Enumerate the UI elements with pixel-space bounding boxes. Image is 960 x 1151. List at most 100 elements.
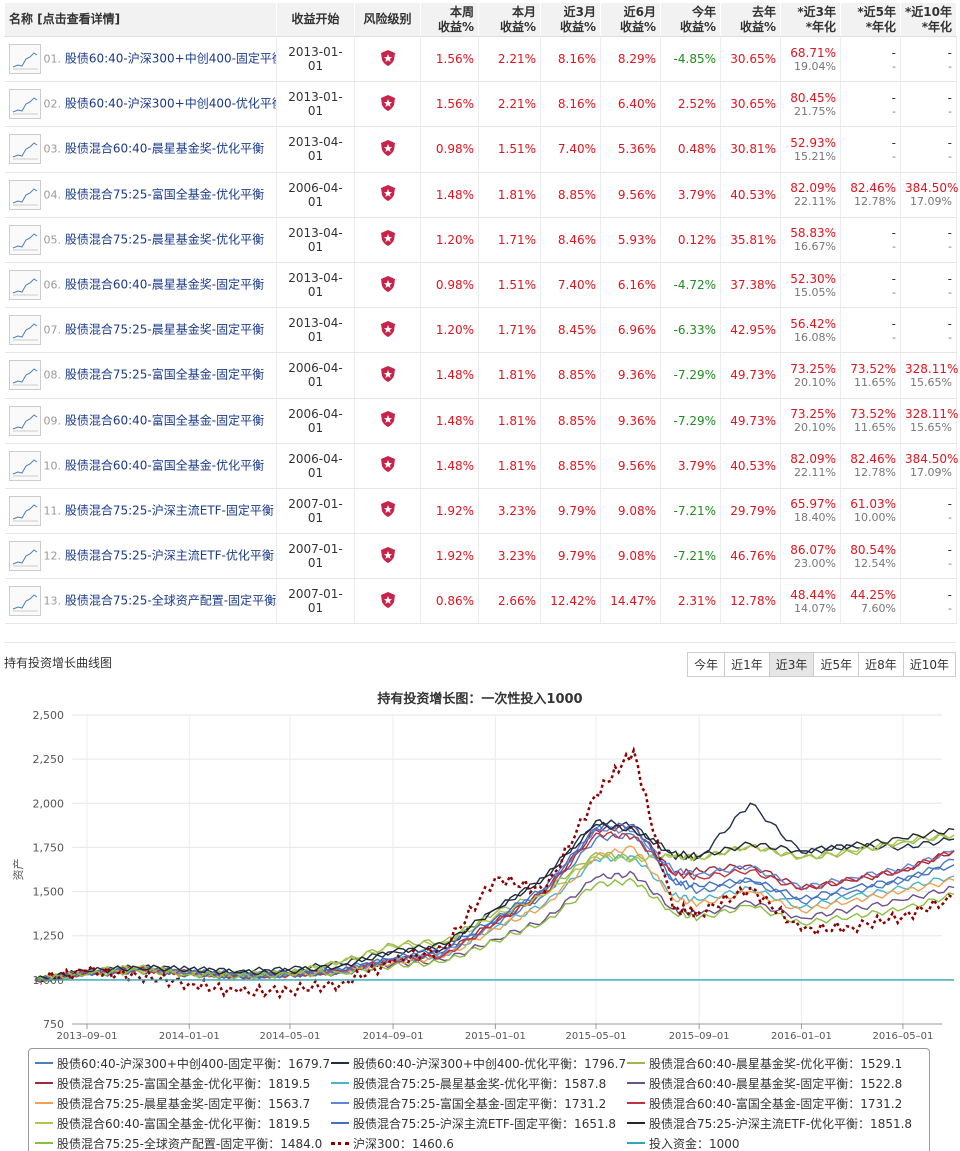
fund-name-link[interactable]: 股债混合60:40-富国全基金-固定平衡 <box>64 413 265 428</box>
col-5y-header[interactable]: *近5年 *年化 <box>840 2 901 37</box>
table-row[interactable]: 03. 股债混合60:40-晨星基金奖-优化平衡 2013-04-01 0.98% 1… <box>4 126 957 173</box>
fund-name-link[interactable]: 股债混合60:40-晨星基金奖-固定平衡 <box>64 277 265 292</box>
thumbnail-chart-icon[interactable] <box>8 541 41 572</box>
return-y5-annualized: - <box>892 285 896 299</box>
return-ytd-cell: -7.21% <box>660 533 721 580</box>
fund-name-cell[interactable]: 11. 股债混合75:25-沪深主流ETF-固定平衡 <box>4 488 277 535</box>
legend-item[interactable]: 股债混合60:40-富国全基金-固定平衡：1731.2 <box>627 1093 923 1113</box>
thumbnail-chart-icon[interactable] <box>8 405 41 436</box>
thumbnail-chart-icon[interactable] <box>8 586 41 617</box>
thumbnail-chart-icon[interactable] <box>8 315 41 346</box>
col-month-header[interactable]: 本月 收益% <box>478 2 541 37</box>
fund-name-cell[interactable]: 08. 股债混合75:25-富国全基金-固定平衡 <box>4 352 277 399</box>
fund-name-link[interactable]: 股债混合60:40-富国全基金-优化平衡 <box>64 458 265 473</box>
fund-name-cell[interactable]: 06. 股债混合60:40-晨星基金奖-固定平衡 <box>4 262 277 309</box>
start-date-cell: 2013-04-01 <box>276 262 355 309</box>
return-m6-cell: 5.93% <box>600 217 661 263</box>
legend-item[interactable]: 沪深300：1460.6 <box>331 1133 627 1151</box>
fund-name-cell[interactable]: 05. 股债混合75:25-晨星基金奖-优化平衡 <box>4 217 277 263</box>
legend-swatch <box>35 1062 53 1064</box>
return-y3-cell: 82.09% 22.11% <box>780 443 841 489</box>
table-row[interactable]: 01. 股债60:40-沪深300+中创400-固定平衡 2013-01-01 1.… <box>4 36 957 83</box>
fund-name-cell[interactable]: 09. 股债混合60:40-富国全基金-固定平衡 <box>4 398 277 444</box>
return-y3-cell: 82.09% 22.11% <box>780 172 841 218</box>
legend-item[interactable]: 股债混合75:25-晨星基金奖-优化平衡：1587.8 <box>331 1073 627 1093</box>
table-row[interactable]: 10. 股债混合60:40-富国全基金-优化平衡 2006-04-01 1.48% 1… <box>4 443 958 489</box>
fund-name-link[interactable]: 股债混合60:40-晨星基金奖-优化平衡 <box>64 141 265 156</box>
range-button[interactable]: 近1年 <box>724 652 770 677</box>
thumbnail-chart-icon[interactable] <box>8 134 41 165</box>
legend-item[interactable]: 股债混合60:40-晨星基金奖-优化平衡：1529.1 <box>627 1053 923 1073</box>
thumbnail-chart-icon[interactable] <box>8 495 41 526</box>
fund-name-link[interactable]: 股债混合75:25-富国全基金-优化平衡 <box>64 187 265 202</box>
table-row[interactable]: 13. 股债混合75:25-全球资产配置-固定平衡 2007-01-01 0.86%… <box>4 578 957 625</box>
return-y3-value: 86.07% <box>790 542 836 557</box>
fund-name-cell[interactable]: 02. 股债60:40-沪深300+中创400-优化平衡 <box>4 81 277 128</box>
fund-name-link[interactable]: 股债混合75:25-富国全基金-固定平衡 <box>64 367 265 382</box>
col-3y-header[interactable]: *近3年 *年化 <box>780 2 841 37</box>
legend-item[interactable]: 股债混合60:40-晨星基金奖-固定平衡：1522.8 <box>627 1073 923 1093</box>
range-button[interactable]: 近10年 <box>902 652 956 677</box>
fund-name-link[interactable]: 股债混合75:25-晨星基金奖-优化平衡 <box>64 232 265 247</box>
legend-item[interactable]: 股债混合75:25-沪深主流ETF-优化平衡：1851.8 <box>627 1113 923 1133</box>
range-button[interactable]: 近5年 <box>813 652 860 677</box>
range-button[interactable]: 近3年 <box>768 652 815 677</box>
table-row[interactable]: 05. 股债混合75:25-晨星基金奖-优化平衡 2013-04-01 1.20% 1… <box>4 217 957 263</box>
return-y3-value: 58.83% <box>790 226 836 241</box>
legend-item[interactable]: 股债混合75:25-晨星基金奖-固定平衡：1563.7 <box>35 1093 331 1113</box>
thumbnail-chart-icon[interactable] <box>8 360 41 391</box>
legend-item[interactable]: 股债混合75:25-沪深主流ETF-固定平衡：1651.8 <box>331 1113 627 1133</box>
legend-label: 股债混合75:25-晨星基金奖-优化平衡：1587.8 <box>353 1076 607 1091</box>
fund-name-cell[interactable]: 01. 股债60:40-沪深300+中创400-固定平衡 <box>4 36 277 83</box>
col-lastyear-header[interactable]: 去年 收益% <box>720 2 781 37</box>
thumbnail-chart-icon[interactable] <box>8 44 41 75</box>
col-week-header[interactable]: 本周 收益% <box>420 2 479 37</box>
return-y5-cell: 80.54% 12.54% <box>840 533 901 580</box>
col-3m-header[interactable]: 近3月 收益% <box>540 2 601 37</box>
fund-name-link[interactable]: 股债60:40-沪深300+中创400-优化平衡 <box>64 96 277 111</box>
col-10y-header[interactable]: *近10年 *年化 <box>900 2 957 37</box>
return-month-cell: 1.71% <box>478 217 541 263</box>
fund-name-cell[interactable]: 04. 股债混合75:25-富国全基金-优化平衡 <box>4 172 277 218</box>
thumbnail-chart-icon[interactable] <box>8 89 41 120</box>
fund-name-cell[interactable]: 03. 股债混合60:40-晨星基金奖-优化平衡 <box>4 126 277 173</box>
thumbnail-chart-icon[interactable] <box>8 450 41 481</box>
table-row[interactable]: 08. 股债混合75:25-富国全基金-固定平衡 2006-04-01 1.48% 1… <box>4 352 958 399</box>
fund-name-cell[interactable]: 13. 股债混合75:25-全球资产配置-固定平衡 <box>4 578 277 625</box>
col-name-header[interactable]: 名称 [点击查看详情] <box>4 2 277 37</box>
fund-name-cell[interactable]: 12. 股债混合75:25-沪深主流ETF-优化平衡 <box>4 533 277 580</box>
col-6m-header[interactable]: 近6月 收益% <box>600 2 661 37</box>
fund-name-link[interactable]: 股债混合75:25-晨星基金奖-固定平衡 <box>64 322 265 337</box>
legend-item[interactable]: 股债60:40-沪深300+中创400-优化平衡：1796.7 <box>331 1053 627 1073</box>
table-row[interactable]: 02. 股债60:40-沪深300+中创400-优化平衡 2013-01-01 1.… <box>4 81 957 128</box>
legend-swatch <box>331 1082 349 1084</box>
fund-name-link[interactable]: 股债混合75:25-全球资产配置-固定平衡 <box>64 593 277 608</box>
fund-name-link[interactable]: 股债60:40-沪深300+中创400-固定平衡 <box>64 51 277 66</box>
col-ytd-header[interactable]: 今年 收益% <box>660 2 721 37</box>
return-y3-annualized: 22.11% <box>794 195 836 209</box>
table-row[interactable]: 07. 股债混合75:25-晨星基金奖-固定平衡 2013-04-01 1.20% 1… <box>4 307 957 354</box>
legend-item[interactable]: 股债混合75:25-富国全基金-优化平衡：1819.5 <box>35 1073 331 1093</box>
legend-item[interactable]: 股债混合75:25-全球资产配置-固定平衡：1484.0 <box>35 1133 331 1151</box>
fund-name-link[interactable]: 股债混合75:25-沪深主流ETF-固定平衡 <box>64 503 274 518</box>
fund-name-cell[interactable]: 07. 股债混合75:25-晨星基金奖-固定平衡 <box>4 307 277 354</box>
table-row[interactable]: 12. 股债混合75:25-沪深主流ETF-优化平衡 2007-01-01 1.92… <box>4 533 957 580</box>
legend-item[interactable]: 投入资金：1000 <box>627 1133 923 1151</box>
table-row[interactable]: 04. 股债混合75:25-富国全基金-优化平衡 2006-04-01 1.48% 1… <box>4 172 958 218</box>
table-row[interactable]: 09. 股债混合60:40-富国全基金-固定平衡 2006-04-01 1.48% 1… <box>4 398 958 444</box>
legend-item[interactable]: 股债混合60:40-富国全基金-优化平衡：1819.5 <box>35 1113 331 1133</box>
fund-name-link[interactable]: 股债混合75:25-沪深主流ETF-优化平衡 <box>64 548 274 563</box>
y-tick-label: 2,000 <box>33 797 65 810</box>
thumbnail-chart-icon[interactable] <box>8 270 41 301</box>
table-row[interactable]: 11. 股债混合75:25-沪深主流ETF-固定平衡 2007-01-01 1.92… <box>4 488 957 535</box>
fund-name-cell[interactable]: 10. 股债混合60:40-富国全基金-优化平衡 <box>4 443 277 489</box>
table-row[interactable]: 06. 股债混合60:40-晨星基金奖-固定平衡 2013-04-01 0.98% 1… <box>4 262 957 309</box>
range-button[interactable]: 今年 <box>687 652 726 677</box>
col-start-header[interactable]: 收益开始 <box>276 2 355 37</box>
range-button[interactable]: 近8年 <box>858 652 904 677</box>
legend-item[interactable]: 股债60:40-沪深300+中创400-固定平衡：1679.7 <box>35 1053 331 1073</box>
thumbnail-chart-icon[interactable] <box>8 224 41 255</box>
col-risk-header[interactable]: 风险级别 <box>354 2 421 37</box>
thumbnail-chart-icon[interactable] <box>8 179 41 210</box>
legend-item[interactable]: 股债混合75:25-富国全基金-固定平衡：1731.2 <box>331 1093 627 1113</box>
